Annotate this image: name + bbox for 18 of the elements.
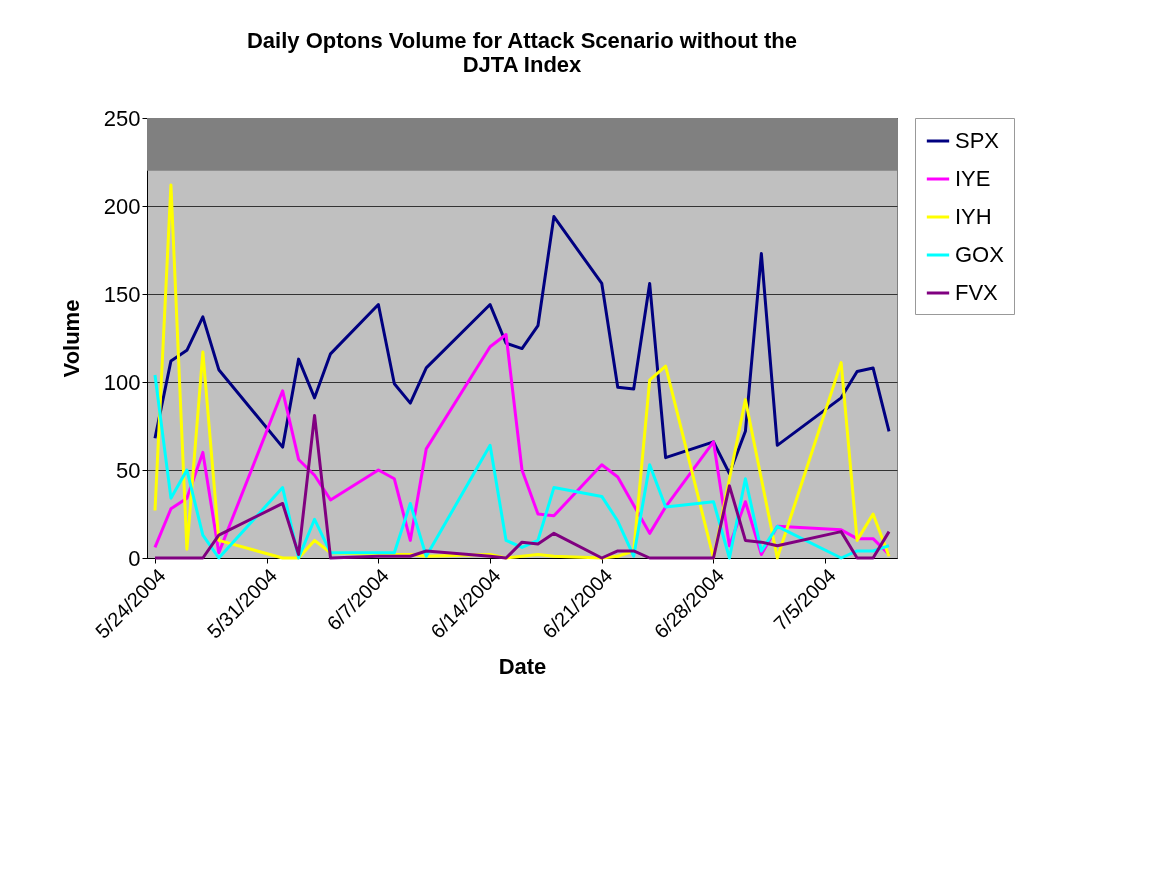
y-tick-label: 200: [103, 193, 141, 219]
line-series: [153, 373, 891, 560]
legend-label: GOX: [955, 242, 1005, 267]
line-series: [153, 413, 891, 560]
y-tick-label: 100: [103, 369, 141, 395]
y-tick-label: 50: [116, 457, 141, 483]
chart-title: Daily Optons Volume for Attack Scenario without the DJTA Index: [246, 28, 798, 77]
y-tick-label: 250: [103, 105, 141, 131]
x-axis-title: Date: [498, 653, 547, 679]
legend-label: IYE: [955, 166, 991, 191]
y-tick-label: 150: [103, 281, 141, 307]
y-tick-label: 0: [128, 545, 141, 571]
legend-label: FVX: [955, 280, 999, 305]
line-series: [153, 183, 891, 560]
y-axis-title: Volume: [58, 299, 84, 378]
legend-label: SPX: [955, 128, 1000, 153]
line-series: [153, 215, 891, 476]
legend-label: IYH: [955, 204, 992, 229]
